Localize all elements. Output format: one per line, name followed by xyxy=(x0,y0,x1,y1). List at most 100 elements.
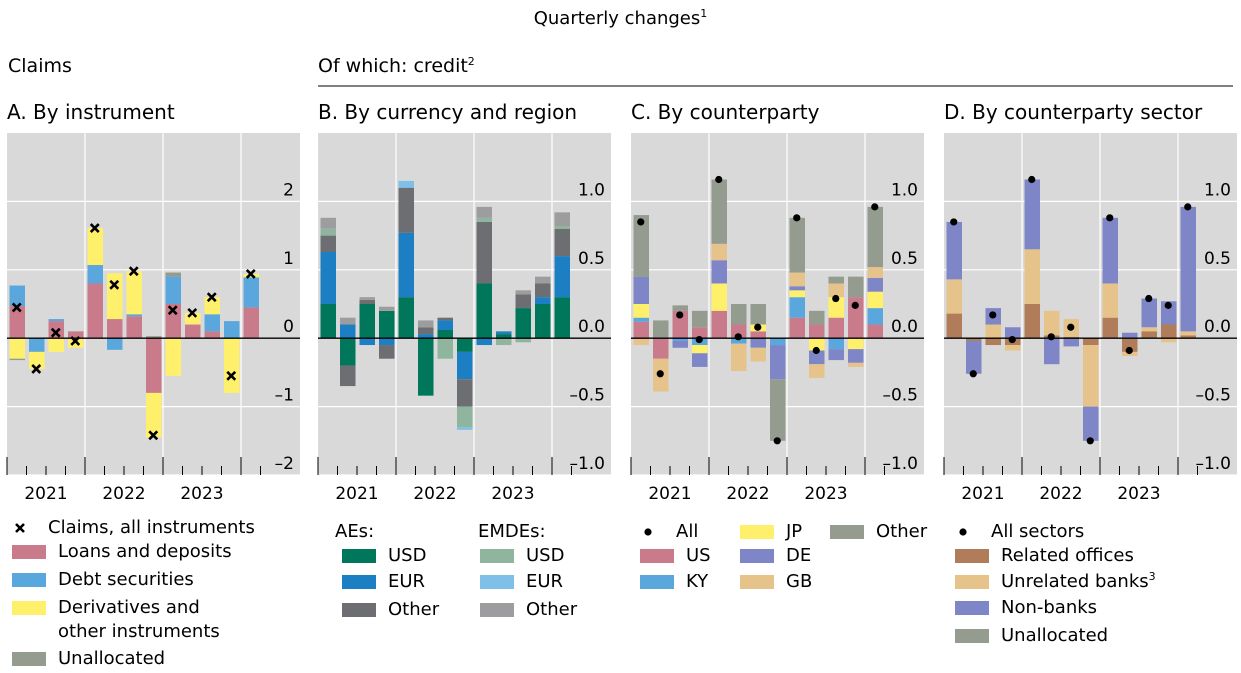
legend-label: Other xyxy=(876,520,927,544)
legend-label: US xyxy=(686,544,711,568)
bar-segment xyxy=(731,338,747,344)
text: EUR xyxy=(388,571,426,592)
text: Other xyxy=(876,521,928,542)
bar-segment xyxy=(359,297,375,300)
bar-segment xyxy=(828,349,844,361)
total-marker xyxy=(1028,175,1036,184)
bar-segment xyxy=(204,314,220,332)
total-marker xyxy=(70,336,81,346)
total-marker xyxy=(734,333,742,341)
bar-segment xyxy=(87,283,103,339)
bar-segment xyxy=(692,327,708,339)
bar-segment xyxy=(398,187,414,233)
total-marker xyxy=(676,311,684,319)
bar-segment xyxy=(204,331,220,339)
bar-segment xyxy=(457,338,473,352)
bar-segment xyxy=(750,331,766,339)
panel-title: A. By instrument xyxy=(7,100,175,124)
bar-segment xyxy=(789,286,805,291)
bar-segment xyxy=(185,312,201,325)
y-tick-label: 1.0 xyxy=(891,180,918,200)
x-tick-label: 2023 xyxy=(491,484,534,504)
bar-segment xyxy=(515,338,531,343)
bar-segment xyxy=(867,324,883,339)
bar-segment xyxy=(398,180,414,188)
text: Other xyxy=(526,599,578,620)
bar-segment xyxy=(126,271,142,315)
x-tick-label: 2022 xyxy=(1039,484,1082,504)
bar-segment xyxy=(554,212,570,227)
text: Loans and deposits xyxy=(58,541,232,562)
legend-label: USD xyxy=(526,544,564,568)
total-marker xyxy=(1047,333,1055,341)
bar-segment xyxy=(359,338,375,346)
bar-segment xyxy=(1141,331,1157,339)
bar-segment xyxy=(1122,332,1138,339)
x-tick-label: 2021 xyxy=(24,484,67,504)
legend-swatch xyxy=(740,549,774,563)
legend-swatch xyxy=(955,549,989,563)
text: Other xyxy=(388,599,440,620)
bar-segment xyxy=(1161,301,1177,325)
bar-segment xyxy=(1024,179,1040,250)
total-marker xyxy=(167,305,178,316)
bar-segment xyxy=(457,351,473,380)
total-marker xyxy=(1067,323,1075,331)
bar-segment xyxy=(9,306,25,339)
legend-label: USD xyxy=(388,544,426,568)
bar-segment xyxy=(9,285,25,307)
bar-segment xyxy=(1161,338,1177,343)
legend-note: 3 xyxy=(1148,570,1156,583)
bar-segment xyxy=(515,308,531,339)
panel-title: B. By currency and region xyxy=(318,100,577,124)
bar-segment xyxy=(653,338,669,359)
bar-segment xyxy=(985,338,1001,346)
legend-label: Related offices xyxy=(1001,544,1134,568)
bar-segment xyxy=(107,273,123,320)
total-marker xyxy=(695,335,703,344)
y-tick-label: –0.5 xyxy=(882,386,918,406)
bar-segment xyxy=(867,206,883,268)
legend-label: Other xyxy=(388,598,439,622)
y-tick-label: –0.5 xyxy=(1195,386,1231,406)
text: US xyxy=(686,545,711,566)
bar-segment xyxy=(165,338,181,376)
text: All sectors xyxy=(991,521,1085,542)
total-marker xyxy=(50,327,61,338)
bar-segment xyxy=(828,297,844,318)
bar-segment xyxy=(476,217,492,222)
panel-title: C. By counterparty xyxy=(631,100,819,124)
legend-swatch xyxy=(480,549,514,563)
bar-segment xyxy=(437,320,453,330)
bar-segment xyxy=(87,265,103,284)
y-tick-label: –2 xyxy=(275,454,294,474)
total-marker xyxy=(11,302,22,313)
bar-segment xyxy=(1141,327,1157,332)
text: JP xyxy=(786,521,803,542)
bar-segment xyxy=(789,297,805,318)
right-heading-note: 2 xyxy=(467,55,475,68)
legend-swatch xyxy=(480,575,514,589)
total-marker xyxy=(245,268,256,279)
bar-segment xyxy=(750,347,766,362)
total-marker xyxy=(1145,294,1153,303)
bar-segment xyxy=(398,297,414,339)
bar-segment xyxy=(731,324,747,339)
bar-segment xyxy=(146,338,162,393)
bar-segment xyxy=(165,272,181,277)
bar-segment xyxy=(750,304,766,325)
bar-segment xyxy=(68,331,84,339)
y-tick-label: –1 xyxy=(275,386,294,406)
legend-label: Non-banks xyxy=(1001,596,1097,620)
legend-label: EUR xyxy=(388,570,425,594)
legend-swatch xyxy=(480,603,514,617)
legend-label: GB xyxy=(786,570,812,594)
bar-segment xyxy=(457,406,473,428)
total-marker xyxy=(950,218,958,226)
legend-swatch xyxy=(740,525,774,539)
bar-segment xyxy=(320,304,336,339)
text: A. By instrument xyxy=(7,100,175,124)
total-marker xyxy=(1086,437,1094,445)
bar-segment xyxy=(320,217,336,229)
